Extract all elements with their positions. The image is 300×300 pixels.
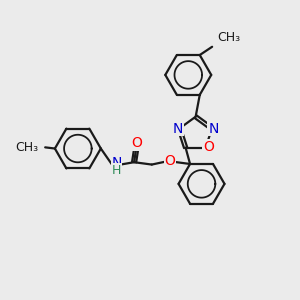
Text: N: N [173,122,183,136]
Text: CH₃: CH₃ [218,32,241,44]
Text: CH₃: CH₃ [16,141,39,154]
Text: N: N [111,156,122,170]
Text: H: H [112,164,121,177]
Text: N: N [208,122,218,136]
Text: O: O [165,154,176,168]
Text: O: O [132,136,142,150]
Text: O: O [203,140,214,154]
